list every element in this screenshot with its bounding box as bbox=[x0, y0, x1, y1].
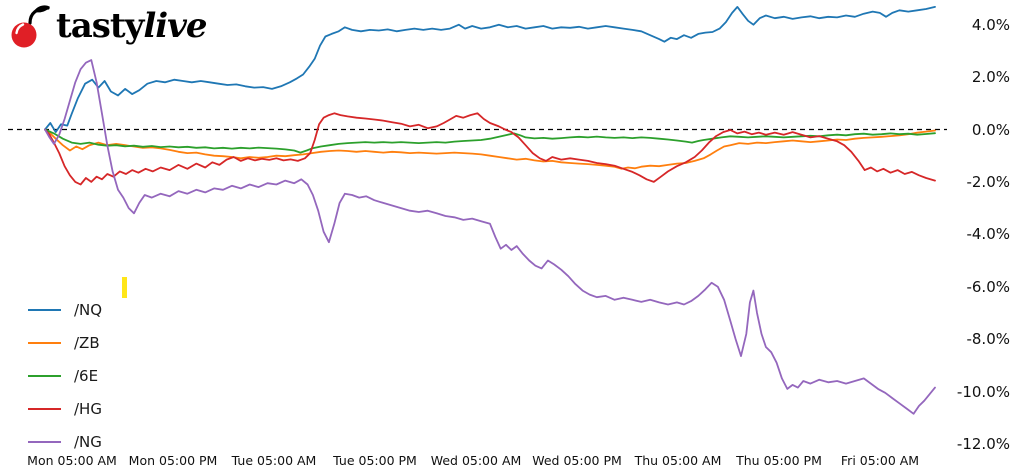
logo-text-live: live bbox=[143, 6, 207, 46]
legend-label: /6E bbox=[74, 366, 99, 385]
series-line-zb bbox=[44, 128, 936, 170]
yellow-marker bbox=[122, 277, 127, 298]
legend-swatch bbox=[28, 308, 61, 311]
y-tick-label: -12.0% bbox=[956, 434, 1010, 453]
x-tick-label: Wed 05:00 AM bbox=[430, 453, 522, 468]
x-tick-label: Thu 05:00 PM bbox=[736, 453, 822, 468]
legend-item-ng: /NG bbox=[28, 425, 102, 458]
legend-item-6e: /6E bbox=[28, 359, 102, 392]
y-tick-label: 0.0% bbox=[971, 120, 1010, 139]
x-tick-label: Tue 05:00 PM bbox=[333, 453, 417, 468]
legend-item-hg: /HG bbox=[28, 392, 102, 425]
x-tick-label: Tue 05:00 AM bbox=[231, 453, 317, 468]
tastylive-logo: tastylive bbox=[10, 2, 208, 50]
x-tick-label: Mon 05:00 PM bbox=[128, 453, 218, 468]
series-line-nq bbox=[44, 6, 936, 134]
series-line-ng bbox=[44, 59, 936, 415]
legend-swatch bbox=[28, 407, 61, 410]
y-tick-label: -10.0% bbox=[956, 382, 1010, 401]
x-tick-label: Thu 05:00 AM bbox=[634, 453, 722, 468]
y-tick-label: -8.0% bbox=[966, 330, 1010, 349]
y-tick-label: -6.0% bbox=[966, 277, 1010, 296]
x-tick-label: Fri 05:00 AM bbox=[840, 453, 920, 468]
legend: /NQ/ZB/6E/HG/NG bbox=[28, 293, 102, 458]
series-line-6e bbox=[44, 128, 936, 154]
series-line-hg bbox=[44, 112, 936, 186]
logo-text-tasty: tasty bbox=[56, 6, 144, 46]
legend-label: /ZB bbox=[74, 333, 100, 352]
y-tick-label: -2.0% bbox=[966, 172, 1010, 191]
y-tick-label: -4.0% bbox=[966, 225, 1010, 244]
x-tick-label: Wed 05:00 PM bbox=[532, 453, 622, 468]
legend-swatch bbox=[28, 374, 61, 377]
legend-item-nq: /NQ bbox=[28, 293, 102, 326]
cherry-leaf bbox=[34, 5, 50, 13]
legend-swatch bbox=[28, 341, 61, 344]
legend-swatch bbox=[28, 440, 61, 443]
legend-label: /NG bbox=[74, 432, 102, 451]
legend-label: /NQ bbox=[74, 300, 103, 319]
y-tick-label: 2.0% bbox=[971, 68, 1010, 87]
y-tick-label: 4.0% bbox=[971, 15, 1010, 34]
legend-item-zb: /ZB bbox=[28, 326, 102, 359]
cherry-logo-icon bbox=[11, 5, 50, 48]
legend-label: /HG bbox=[74, 399, 102, 418]
x-tick-label: Mon 05:00 AM bbox=[27, 453, 117, 468]
cherry-highlight bbox=[15, 23, 25, 35]
